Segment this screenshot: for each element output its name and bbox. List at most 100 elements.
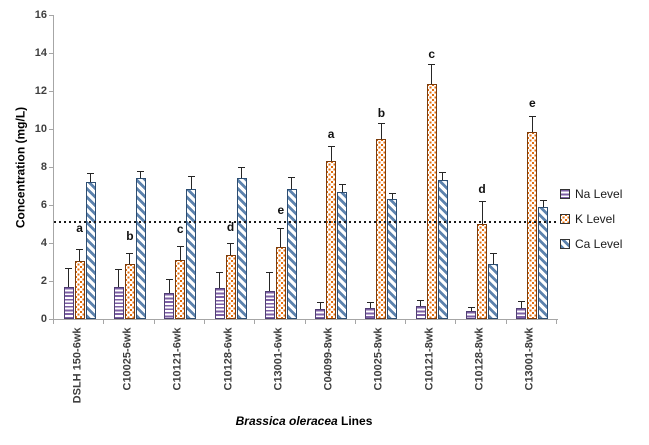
significance-letter: d <box>226 220 235 235</box>
y-tick-label: 12 <box>34 85 47 97</box>
error-bar-cap <box>517 300 525 302</box>
bar-ca-level-7 <box>437 180 448 319</box>
bar-na-level-3 <box>214 287 225 319</box>
x-tick-mark <box>556 320 557 324</box>
y-tick-label: 2 <box>40 275 47 287</box>
error-bar <box>391 192 393 200</box>
x-tick-mark <box>103 320 105 324</box>
error-bar-cap <box>227 243 235 244</box>
y-axis-line <box>53 15 54 319</box>
error-bar <box>542 200 544 207</box>
bar-na-level-4 <box>264 291 275 319</box>
error-bar <box>269 272 271 292</box>
x-axis-title-species: Brassica oleracea <box>235 414 338 428</box>
reference-line <box>54 221 559 224</box>
error-bar <box>330 146 332 162</box>
bar-ca-level-9 <box>538 206 549 319</box>
bar-ca-level-0 <box>85 182 96 319</box>
y-tick-label: 8 <box>40 161 47 173</box>
error-bar <box>230 243 232 256</box>
y-tick-mark <box>49 129 53 130</box>
bar-na-level-2 <box>164 293 175 319</box>
x-tick-label: C10128-8wk <box>473 327 486 390</box>
bar-ca-level-3 <box>236 178 247 319</box>
error-bar-cap <box>266 272 274 274</box>
error-bar-cap <box>65 267 73 269</box>
significance-letter: b <box>126 229 134 243</box>
x-tick-label: C13001-8wk <box>523 327 536 390</box>
y-tick-label: 4 <box>40 237 47 249</box>
error-bar <box>291 176 293 189</box>
error-bar <box>470 306 472 312</box>
x-axis-line <box>53 319 558 320</box>
error-bar-cap <box>388 192 396 194</box>
error-bar-cap <box>377 123 385 125</box>
error-bar <box>140 170 142 179</box>
x-tick-label: C10025-8wk <box>372 327 385 390</box>
error-bar <box>118 268 120 287</box>
bar-k-level-9 <box>527 131 538 319</box>
error-bar <box>442 171 444 181</box>
error-bar-cap <box>478 201 486 203</box>
significance-letter: c <box>176 222 184 237</box>
significance-letter: e <box>277 203 285 218</box>
legend-label-ca: Ca Level <box>575 236 623 251</box>
y-tick-label: 16 <box>34 9 47 21</box>
error-bar <box>219 271 221 288</box>
error-bar <box>280 227 282 247</box>
error-bar-cap <box>366 301 374 303</box>
error-bar <box>90 172 92 183</box>
y-tick-mark <box>49 281 53 282</box>
legend-label-k: K Level <box>575 211 616 226</box>
error-bar <box>481 201 483 224</box>
y-tick-mark <box>49 15 53 16</box>
x-tick-label: C04099-8wk <box>322 327 335 390</box>
bar-na-level-1 <box>113 286 124 319</box>
error-bar-cap <box>539 200 547 202</box>
error-bar <box>531 115 533 132</box>
x-tick-mark <box>53 320 54 324</box>
error-bar-cap <box>288 176 296 178</box>
legend-label-na: Na Level <box>575 186 623 201</box>
error-bar <box>241 167 243 179</box>
error-bar-cap <box>126 252 134 254</box>
bar-na-level-5 <box>315 308 326 319</box>
error-bar <box>380 123 382 140</box>
error-bar-cap <box>417 300 425 301</box>
bar-k-level-8 <box>477 224 488 319</box>
error-bar-cap <box>137 170 145 172</box>
x-tick-mark <box>254 320 256 324</box>
error-bar <box>420 300 422 306</box>
x-tick-label: C10121-8wk <box>423 327 436 390</box>
y-tick-label: 14 <box>34 47 47 59</box>
error-bar <box>369 301 371 308</box>
error-bar-cap <box>238 167 246 168</box>
significance-letter: a <box>327 127 335 142</box>
bar-na-level-8 <box>466 311 477 319</box>
error-bar <box>341 184 343 192</box>
x-tick-mark <box>505 320 507 324</box>
bar-k-level-3 <box>225 255 236 319</box>
bar-k-level-0 <box>74 261 85 319</box>
y-tick-label: 0 <box>40 313 47 325</box>
bar-na-level-7 <box>415 305 426 319</box>
x-tick-mark <box>405 320 407 324</box>
error-bar-cap <box>277 227 285 229</box>
error-bar-cap <box>327 146 335 148</box>
bar-k-level-7 <box>426 84 437 319</box>
bar-k-level-1 <box>124 263 135 319</box>
error-bar-cap <box>187 175 195 177</box>
error-bar-cap <box>216 271 224 273</box>
x-tick-mark <box>354 320 356 324</box>
bar-ca-level-1 <box>135 178 146 319</box>
error-bar-cap <box>428 64 436 66</box>
x-tick-label: C13001-6wk <box>272 327 285 390</box>
significance-letter: d <box>478 182 486 197</box>
y-tick-label: 6 <box>40 199 47 211</box>
bar-ca-level-4 <box>286 188 297 319</box>
x-tick-label: C10128-6wk <box>222 327 235 390</box>
y-tick-mark <box>49 243 53 244</box>
significance-letter: a <box>76 221 83 236</box>
error-bar <box>179 245 181 261</box>
error-bar <box>319 301 321 309</box>
